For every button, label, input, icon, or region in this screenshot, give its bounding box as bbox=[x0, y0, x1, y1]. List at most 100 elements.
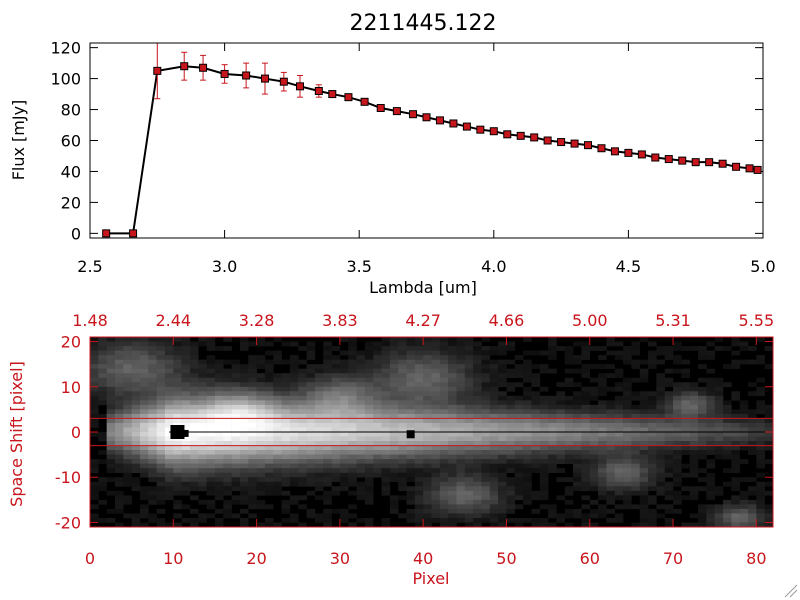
image-cell bbox=[306, 355, 316, 360]
image-cell bbox=[331, 472, 341, 478]
flux-point bbox=[732, 162, 741, 171]
image-cell bbox=[156, 386, 166, 392]
image-cell bbox=[564, 508, 574, 514]
image-cell bbox=[264, 368, 274, 374]
image-cell bbox=[181, 418, 191, 424]
image-cell bbox=[156, 472, 166, 478]
image-cell bbox=[464, 522, 474, 528]
image-cell bbox=[414, 445, 424, 451]
image-cell bbox=[598, 495, 607, 501]
image-cell bbox=[398, 382, 407, 388]
image-cell bbox=[406, 513, 416, 519]
image-cell bbox=[123, 346, 132, 351]
image-cell bbox=[273, 391, 282, 397]
image-cell bbox=[731, 427, 740, 433]
image-cell bbox=[548, 355, 557, 360]
image-cell bbox=[406, 382, 416, 388]
image-cell bbox=[389, 418, 399, 424]
image-cell bbox=[381, 450, 391, 455]
image-cell bbox=[156, 359, 166, 365]
image-cell bbox=[673, 400, 682, 406]
image-cell bbox=[698, 504, 707, 510]
flux-point bbox=[651, 153, 660, 162]
image-cell bbox=[223, 508, 232, 514]
image-cell bbox=[298, 418, 307, 424]
image-cell bbox=[231, 418, 241, 424]
image-cell bbox=[756, 463, 765, 469]
image-cell bbox=[464, 413, 474, 419]
image-cell bbox=[373, 409, 382, 415]
image-cell bbox=[664, 404, 674, 410]
image-cell bbox=[314, 418, 324, 424]
image-cell bbox=[206, 441, 216, 446]
image-cell bbox=[381, 346, 391, 351]
image-cell bbox=[148, 346, 157, 351]
image-cell bbox=[664, 418, 674, 424]
pixel-tick-label: 80 bbox=[746, 549, 766, 568]
image-cell bbox=[764, 364, 774, 369]
image-cell bbox=[523, 400, 532, 406]
image-cell bbox=[698, 477, 707, 483]
image-cell bbox=[673, 346, 682, 351]
image-cell bbox=[631, 472, 641, 478]
image-cell bbox=[589, 441, 599, 446]
image-cell bbox=[123, 386, 132, 392]
image-cell bbox=[431, 450, 441, 455]
image-cell bbox=[331, 368, 341, 374]
image-cell bbox=[264, 450, 274, 455]
image-cell bbox=[656, 409, 666, 415]
image-cell bbox=[706, 400, 715, 406]
image-cell bbox=[589, 499, 599, 505]
image-cell bbox=[148, 355, 157, 360]
image-cell bbox=[414, 513, 424, 519]
image-cell bbox=[623, 413, 632, 419]
image-cell bbox=[689, 432, 699, 437]
image-cell bbox=[756, 450, 765, 455]
image-cell bbox=[414, 364, 424, 369]
image-cell bbox=[189, 477, 199, 483]
image-cell bbox=[439, 477, 449, 483]
image-cell bbox=[523, 495, 532, 501]
image-cell bbox=[131, 413, 141, 419]
image-cell bbox=[681, 441, 691, 446]
image-cell bbox=[423, 341, 432, 347]
image-cell bbox=[223, 337, 232, 342]
image-cell bbox=[423, 427, 432, 433]
image-cell bbox=[689, 495, 699, 501]
image-cell bbox=[331, 391, 341, 397]
image-cell bbox=[564, 499, 574, 505]
image-cell bbox=[139, 386, 149, 392]
image-cell bbox=[473, 400, 482, 406]
image-cell bbox=[689, 441, 699, 446]
image-cell bbox=[181, 364, 191, 369]
image-cell bbox=[281, 490, 291, 496]
image-cell bbox=[489, 395, 499, 401]
image-cell bbox=[623, 504, 632, 510]
image-cell bbox=[414, 486, 424, 492]
resize-grip-icon[interactable] bbox=[784, 584, 798, 598]
image-cell bbox=[156, 373, 166, 379]
image-cell bbox=[164, 373, 174, 379]
image-cell bbox=[223, 436, 232, 442]
image-cell bbox=[323, 432, 332, 437]
image-cell bbox=[123, 422, 132, 428]
image-cell bbox=[673, 472, 682, 478]
image-cell bbox=[181, 477, 191, 483]
image-cell bbox=[189, 427, 199, 433]
image-cell bbox=[256, 341, 266, 347]
image-cell bbox=[389, 441, 399, 446]
image-cell bbox=[364, 477, 374, 483]
image-cell bbox=[148, 432, 157, 437]
image-cell bbox=[573, 391, 582, 397]
image-cell bbox=[123, 409, 132, 415]
image-cell bbox=[364, 463, 374, 469]
image-cell bbox=[606, 486, 616, 492]
image-cell bbox=[756, 522, 765, 528]
image-cell bbox=[298, 436, 307, 442]
image-cell bbox=[406, 472, 416, 478]
image-cell bbox=[331, 418, 341, 424]
image-cell bbox=[706, 395, 715, 401]
image-cell bbox=[681, 382, 691, 388]
image-cell bbox=[723, 513, 732, 519]
image-cell bbox=[114, 459, 124, 464]
